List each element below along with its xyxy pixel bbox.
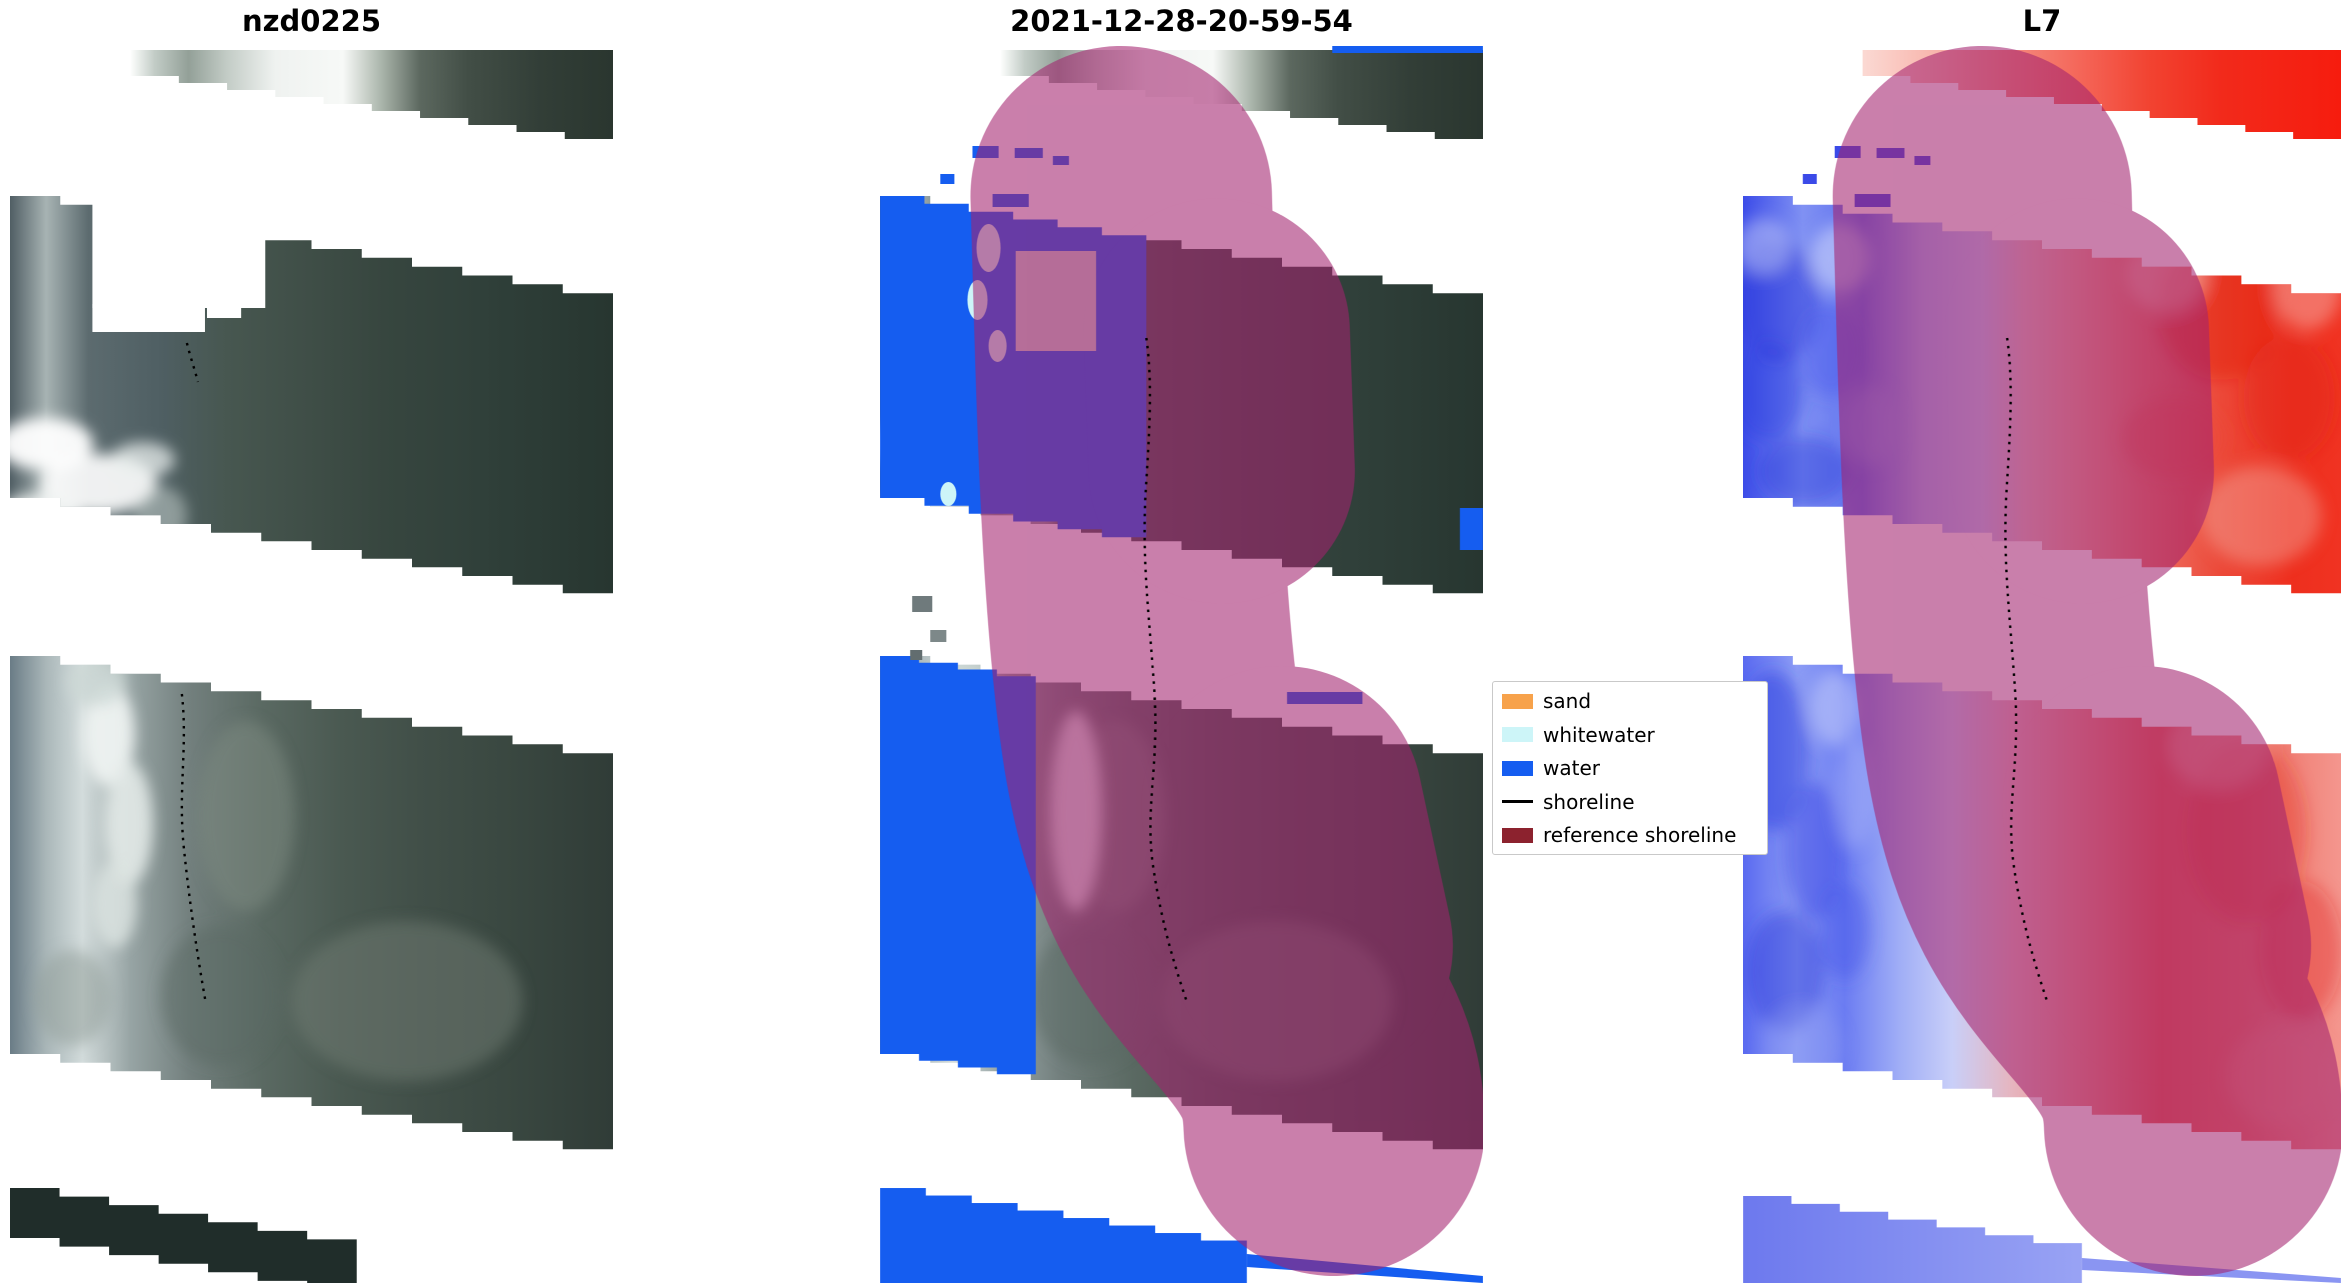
legend: sand whitewater water shoreline referenc…	[1492, 681, 1768, 855]
l7-index-image	[1743, 46, 2341, 1283]
panel-classified: 2021-12-28-20-59-54	[880, 0, 1483, 1283]
slc-gap-bands	[10, 50, 613, 1283]
shoreline-line	[1143, 337, 1189, 1005]
legend-label-reference-shoreline: reference shoreline	[1543, 823, 1737, 847]
panel-title-rgb: nzd0225	[242, 4, 381, 38]
clouds	[34, 658, 523, 1081]
legend-item-reference-shoreline: reference shoreline	[1502, 823, 1758, 847]
shoreline-line-swatch	[1502, 800, 1533, 803]
panel-title-classified: 2021-12-28-20-59-54	[1010, 4, 1353, 38]
panel-nzd0225: nzd0225	[10, 0, 613, 1283]
legend-item-water: water	[1502, 756, 1758, 780]
panel-l7: L7	[1743, 0, 2341, 1283]
shoreline-line	[180, 342, 208, 1005]
legend-label-whitewater: whitewater	[1543, 722, 1655, 747]
classified-image	[880, 46, 1483, 1283]
shoreline-line	[2004, 337, 2050, 1005]
legend-label-sand: sand	[1543, 689, 1592, 713]
reference-shoreline-buffer	[970, 46, 1483, 1276]
legend-label-shoreline: shoreline	[1543, 789, 1635, 814]
legend-item-shoreline: shoreline	[1502, 790, 1758, 814]
sand-swatch	[1502, 693, 1533, 709]
panel-title-l7: L7	[2022, 4, 2062, 38]
legend-label-water: water	[1543, 756, 1600, 780]
water-swatch	[1502, 760, 1533, 776]
legend-item-sand: sand	[1502, 689, 1758, 713]
whitewater-swatch	[1502, 727, 1533, 742]
reference-shoreline-buffer	[1832, 46, 2341, 1276]
satellite-rgb-image	[10, 50, 613, 1283]
legend-item-whitewater: whitewater	[1502, 723, 1758, 747]
reference-shoreline-swatch	[1502, 827, 1533, 843]
